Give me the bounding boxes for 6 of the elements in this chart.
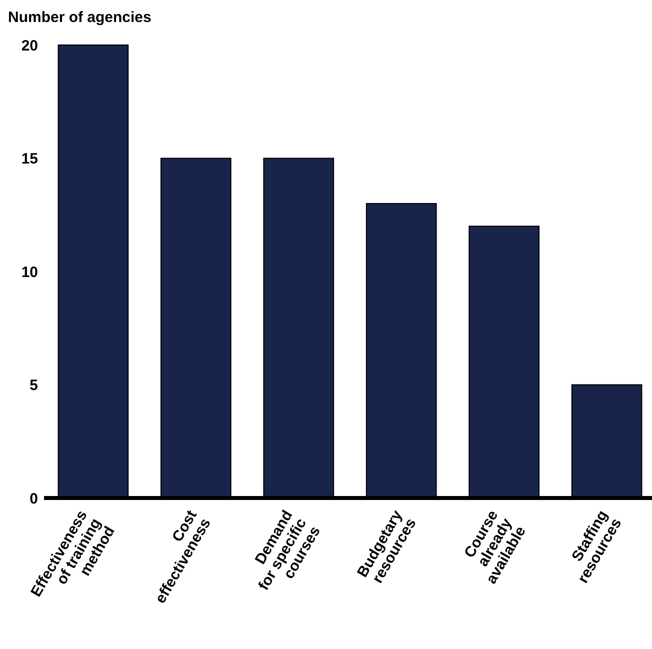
y-tick-label: 0 [30,490,38,508]
y-tick-label: 5 [30,377,38,394]
y-tick-label: 15 [21,150,38,168]
y-tick-label: 20 [21,37,38,54]
y-axis-title: Number of agencies [8,9,152,26]
y-tick-label: 10 [21,264,38,281]
